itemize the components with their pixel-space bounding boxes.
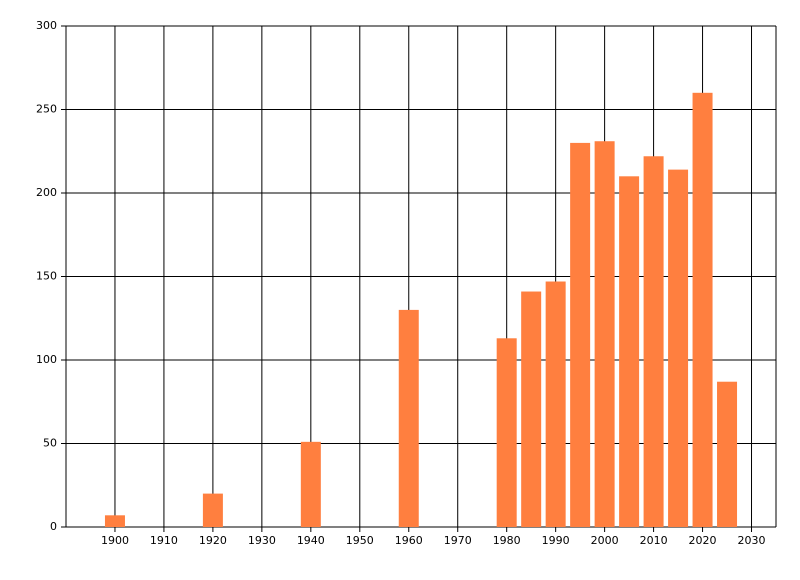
x-tick-label: 1910 [150, 534, 178, 547]
y-tick-label: 100 [36, 353, 57, 366]
x-tick-label: 2020 [689, 534, 717, 547]
y-tick-label: 50 [43, 437, 57, 450]
x-tick-label: 1980 [493, 534, 521, 547]
bar [545, 281, 566, 527]
x-tick-label: 1900 [101, 534, 129, 547]
x-tick-label: 2010 [640, 534, 668, 547]
x-tick-label: 1940 [297, 534, 325, 547]
bar [398, 309, 419, 527]
bar [202, 493, 223, 527]
x-tick-label: 1930 [248, 534, 276, 547]
bar [619, 176, 640, 528]
bar [717, 381, 738, 527]
y-tick-label: 200 [36, 186, 57, 199]
bar [643, 156, 664, 527]
x-tick-label: 1990 [542, 534, 570, 547]
x-tick-label: 1920 [199, 534, 227, 547]
bar [594, 141, 615, 528]
bar [692, 92, 713, 528]
bar [521, 291, 542, 527]
bar [104, 515, 125, 527]
y-tick-label: 250 [36, 103, 57, 116]
bar [496, 338, 517, 527]
bar [300, 441, 321, 527]
x-tick-label: 1950 [346, 534, 374, 547]
x-tick-label: 1970 [444, 534, 472, 547]
x-tick-label: 2030 [738, 534, 766, 547]
x-tick-label: 1960 [395, 534, 423, 547]
y-tick-label: 300 [36, 19, 57, 32]
x-tick-label: 2000 [591, 534, 619, 547]
y-tick-label: 0 [50, 520, 57, 533]
bar [570, 142, 591, 527]
y-tick-label: 150 [36, 270, 57, 283]
bar [668, 169, 689, 527]
